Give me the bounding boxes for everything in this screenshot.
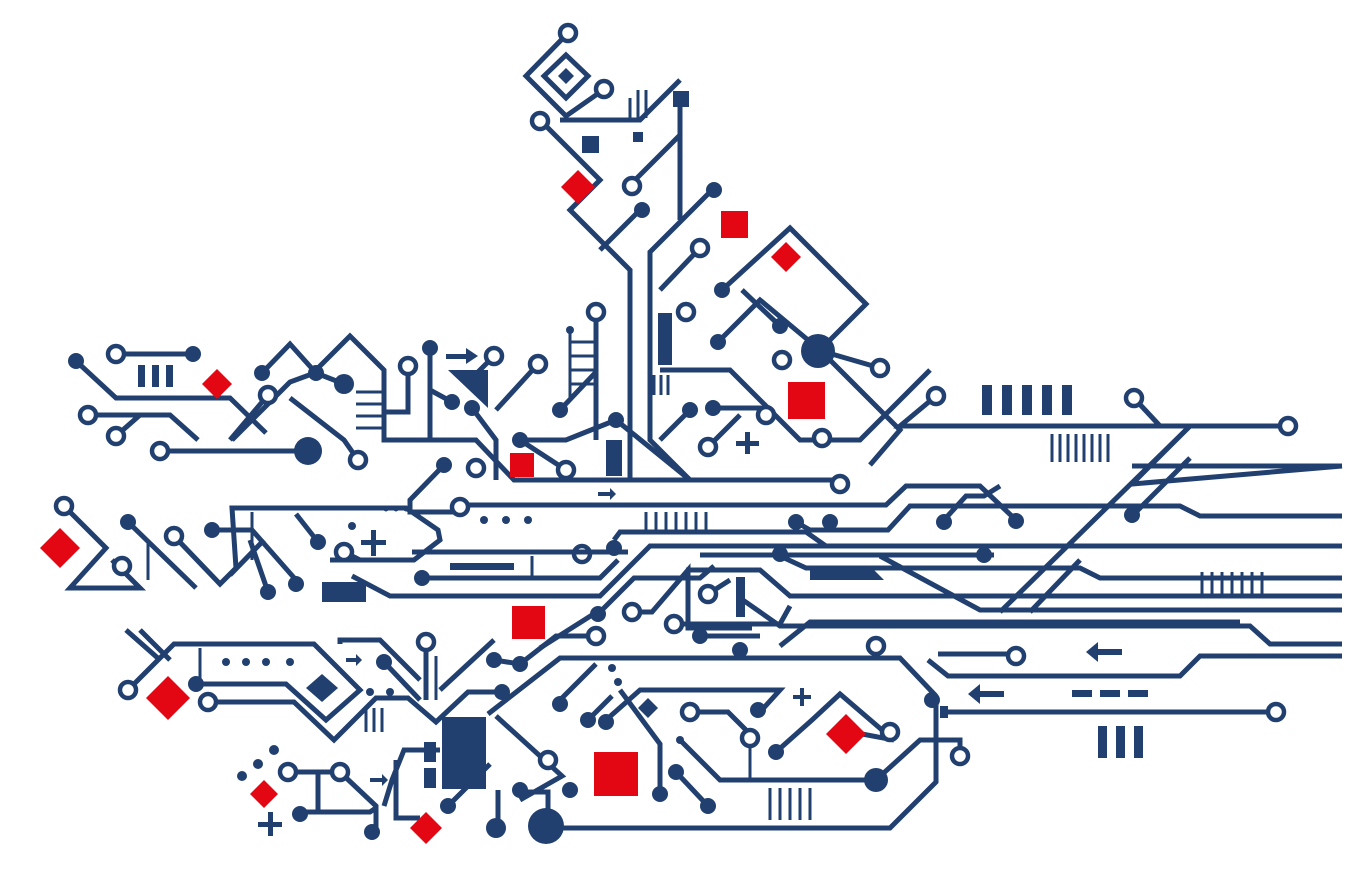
plus-icon <box>361 530 386 556</box>
top-circuit-branch <box>522 22 932 483</box>
arrow-right-icon <box>446 348 478 364</box>
arrow-left-icon <box>1086 642 1122 662</box>
center-middle-circuit <box>512 563 793 658</box>
plus-icon <box>736 432 759 454</box>
right-bus-lines <box>449 385 1343 758</box>
plus-icon <box>258 812 282 836</box>
left-middle-circuit <box>40 488 1342 602</box>
bottom-left-circuit <box>237 717 506 844</box>
bottom-circuit <box>486 655 971 844</box>
diamond-chip-icon <box>638 698 658 718</box>
left-upper-circuit <box>68 301 851 515</box>
lower-left-circuit <box>117 607 607 744</box>
arrow-left-icon <box>968 684 1004 704</box>
plus-icon <box>793 688 811 706</box>
